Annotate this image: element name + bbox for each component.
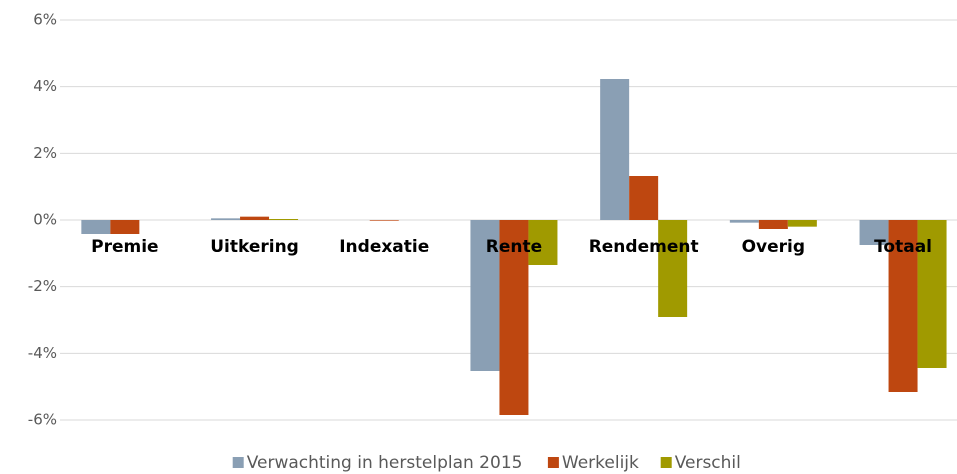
bar (859, 220, 889, 245)
bar (758, 220, 788, 229)
legend-label: Werkelijk (562, 453, 639, 473)
x-tick-label: Rente (486, 237, 542, 257)
bar (369, 220, 399, 221)
bar (240, 216, 270, 220)
x-tick-label: Totaal (874, 237, 932, 257)
legend-swatch (547, 457, 559, 468)
bar (917, 220, 947, 368)
bar (211, 218, 241, 220)
bar (729, 220, 759, 223)
y-tick-label: -6% (28, 411, 57, 429)
bar (81, 220, 111, 234)
x-tick-label: Rendement (589, 237, 699, 257)
bar (110, 220, 140, 234)
legend-swatch (232, 457, 244, 468)
bar (629, 176, 659, 220)
legend-swatch (660, 457, 672, 468)
y-tick-label: 6% (33, 11, 57, 29)
x-tick-label: Overig (742, 237, 805, 257)
y-tick-label: 0% (33, 211, 57, 229)
bar (658, 220, 688, 317)
bar (787, 220, 817, 227)
legend-label: Verschil (675, 453, 741, 473)
bar (888, 220, 918, 392)
y-tick-label: 4% (33, 77, 57, 95)
y-tick-label: -4% (28, 344, 57, 362)
y-tick-label: -2% (28, 277, 57, 295)
bar (269, 219, 299, 220)
x-tick-label: Uitkering (210, 237, 299, 257)
bar (600, 79, 630, 220)
legend-label: Verwachting in herstelplan 2015 (247, 453, 523, 473)
x-tick-label: Premie (91, 237, 158, 257)
x-tick-label: Indexatie (339, 237, 429, 257)
bar (499, 220, 529, 415)
y-tick-label: 2% (33, 144, 57, 162)
bar (528, 220, 558, 265)
bar (470, 220, 500, 371)
